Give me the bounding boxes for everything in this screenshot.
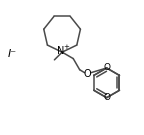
Text: O: O xyxy=(103,63,110,72)
Text: O: O xyxy=(103,93,110,102)
Text: N: N xyxy=(57,46,65,56)
Text: +: + xyxy=(63,44,69,50)
Text: I⁻: I⁻ xyxy=(8,49,17,59)
Text: O: O xyxy=(84,69,91,79)
